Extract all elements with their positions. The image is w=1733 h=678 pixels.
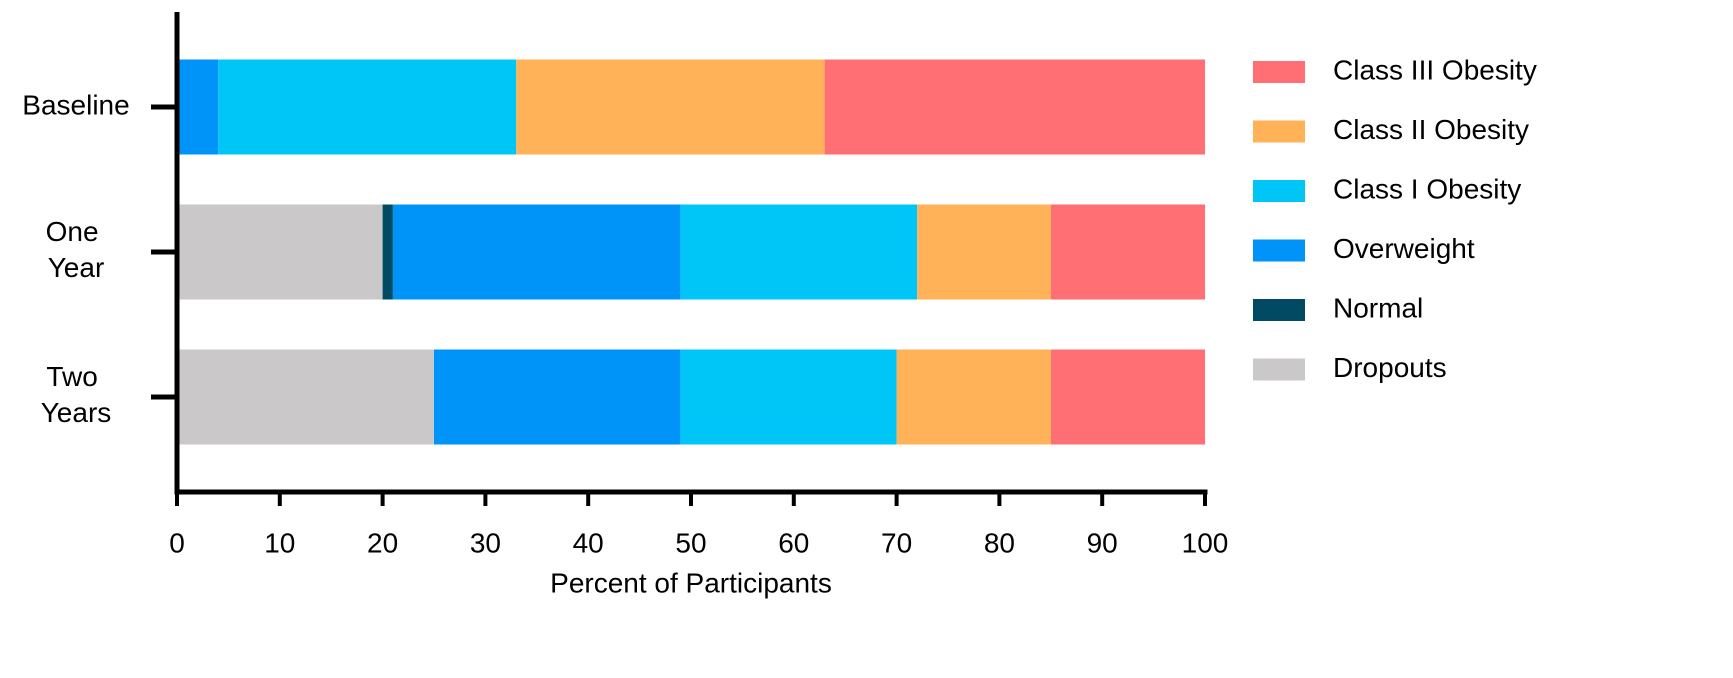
legend-label: Dropouts <box>1333 352 1447 383</box>
legend-swatch <box>1253 61 1305 83</box>
legend-swatch <box>1253 358 1305 381</box>
bar-segment <box>382 204 393 300</box>
legend-swatch <box>1253 180 1305 202</box>
bar-segment <box>680 349 897 445</box>
y-tick-label: One Year <box>46 216 107 283</box>
x-axis-label: Percent of Participants <box>550 567 832 598</box>
legend-label: Normal <box>1333 292 1423 323</box>
legend-label: Class II Obesity <box>1333 114 1529 145</box>
legend-label: Class I Obesity <box>1333 173 1521 204</box>
x-tick-label: 80 <box>984 527 1015 558</box>
bar-segment <box>1050 204 1205 300</box>
y-tick-label-line: Year <box>48 252 105 283</box>
x-tick-label: 60 <box>778 527 809 558</box>
x-tick-label: 10 <box>264 527 295 558</box>
bar-segment <box>177 349 434 445</box>
bar-segment <box>434 349 681 445</box>
bar-segment <box>218 59 517 155</box>
bar-segment <box>392 204 681 300</box>
x-tick-label: 0 <box>169 527 185 558</box>
bar-segment <box>1050 349 1205 445</box>
legend-swatch <box>1253 299 1305 321</box>
y-tick-label-line: Two <box>46 361 105 392</box>
y-tick-label: Baseline <box>22 89 129 120</box>
legend-swatch <box>1253 239 1305 262</box>
bar-segment <box>896 349 1051 445</box>
bar-segment <box>516 59 825 155</box>
bar-segment <box>177 204 383 300</box>
x-tick-label: 20 <box>367 527 398 558</box>
x-tick-label: 30 <box>470 527 501 558</box>
legend-label: Overweight <box>1333 233 1475 264</box>
legend-swatch <box>1253 120 1305 143</box>
bar-segment <box>824 59 1205 155</box>
bar-segment <box>177 59 219 155</box>
x-tick-label: 90 <box>1087 527 1118 558</box>
y-tick-label-line: One <box>46 216 107 247</box>
bar-segment <box>917 204 1051 300</box>
y-tick-label-line: Years <box>41 397 112 428</box>
bar-segment <box>680 204 918 300</box>
legend-label: Class III Obesity <box>1333 54 1537 85</box>
x-tick-label: 50 <box>675 527 706 558</box>
x-tick-label: 40 <box>573 527 604 558</box>
x-tick-label: 100 <box>1182 527 1229 558</box>
y-tick-label: Two Years <box>41 361 112 428</box>
x-tick-label: 70 <box>881 527 912 558</box>
